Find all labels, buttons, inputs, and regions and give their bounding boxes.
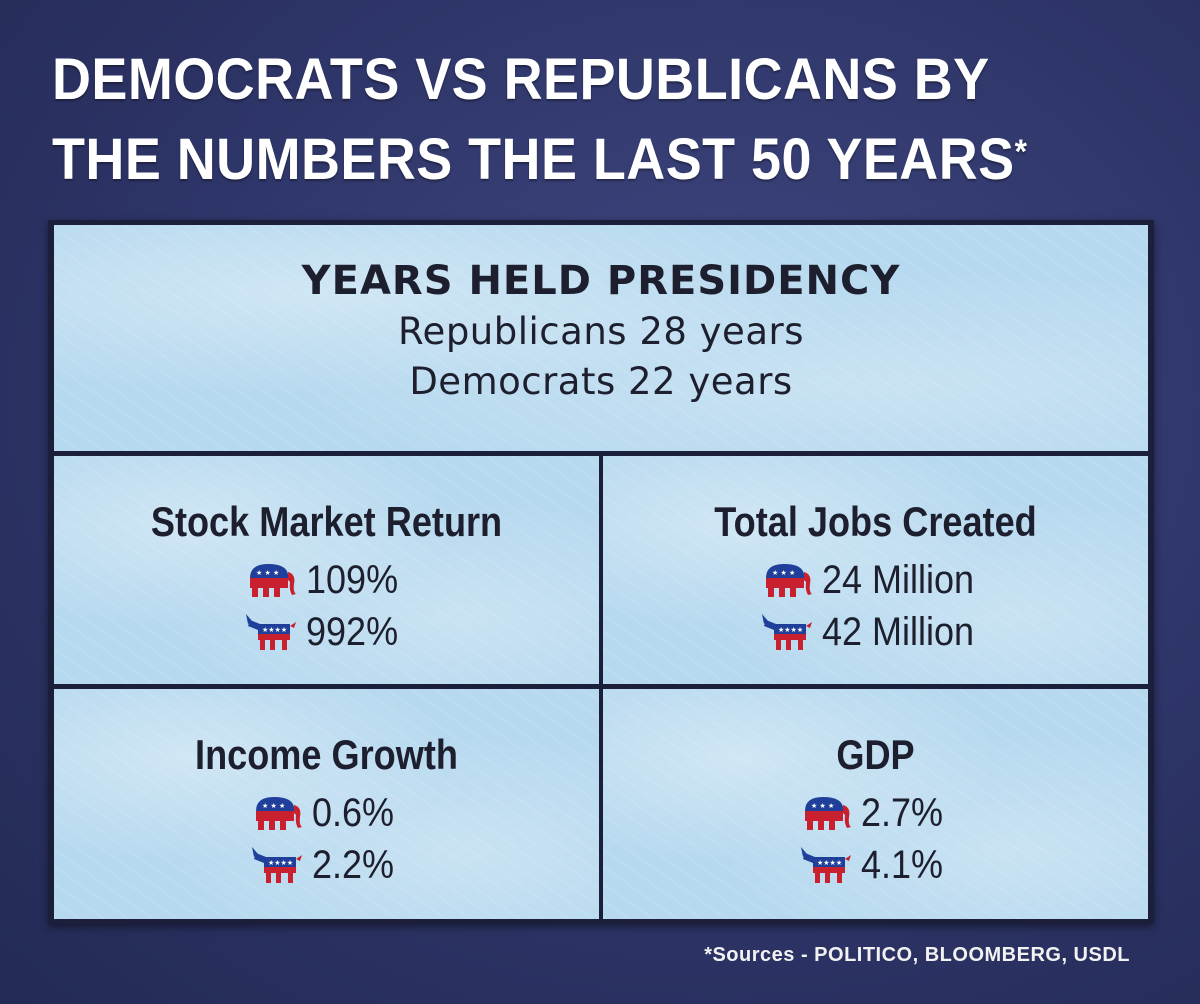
income-democrat-row: 2.2% xyxy=(250,839,403,891)
presidency-democrats: Democrats 22 years xyxy=(409,360,793,403)
headline-line-2: THE NUMBERS THE LAST 50 YEARS* xyxy=(52,120,1084,200)
jobs-panel: Total Jobs Created 24 Million 42 Million xyxy=(603,456,1148,684)
stock-market-republican-value: 109% xyxy=(306,557,399,602)
stats-grid: YEARS HELD PRESIDENCY Republicans 28 yea… xyxy=(48,220,1154,924)
gop-elephant-icon xyxy=(250,793,304,833)
presidency-title: YEARS HELD PRESIDENCY xyxy=(301,258,901,304)
stock-market-democrat-value: 992% xyxy=(306,609,399,654)
gop-elephant-icon xyxy=(760,560,814,600)
stock-market-title: Stock Market Return xyxy=(150,498,503,545)
presidency-republicans: Republicans 28 years xyxy=(398,310,804,353)
gdp-panel: GDP 2.7% 4.1% xyxy=(603,689,1148,919)
gop-elephant-icon xyxy=(799,793,853,833)
gdp-republican-value: 2.7% xyxy=(860,790,943,835)
gdp-republican-row: 2.7% xyxy=(799,787,952,839)
presidency-panel: YEARS HELD PRESIDENCY Republicans 28 yea… xyxy=(54,225,1148,451)
gdp-democrat-row: 4.1% xyxy=(799,839,952,891)
stock-market-republican-row: 109% xyxy=(244,554,408,606)
income-democrat-value: 2.2% xyxy=(311,842,394,887)
headline-line-2-text: THE NUMBERS THE LAST 50 YEARS xyxy=(52,127,1015,192)
stock-market-democrat-row: 992% xyxy=(244,606,408,658)
sources-footnote: *Sources - POLITICO, BLOOMBERG, USDL xyxy=(704,944,1130,966)
jobs-republican-row: 24 Million xyxy=(760,554,991,606)
income-title: Income Growth xyxy=(195,731,458,778)
democratic-donkey-icon xyxy=(244,612,298,652)
income-republican-value: 0.6% xyxy=(311,790,394,835)
democratic-donkey-icon xyxy=(760,612,814,652)
headline-line-1: DEMOCRATS VS REPUBLICANS BY xyxy=(52,47,990,112)
income-republican-row: 0.6% xyxy=(250,787,403,839)
income-panel: Income Growth 0.6% 2.2% xyxy=(54,689,599,919)
jobs-democrat-row: 42 Million xyxy=(760,606,991,658)
democratic-donkey-icon xyxy=(250,845,304,885)
gop-elephant-icon xyxy=(244,560,298,600)
stock-market-panel: Stock Market Return 109% 992% xyxy=(54,456,599,684)
headline: DEMOCRATS VS REPUBLICANS BY THE NUMBERS … xyxy=(52,40,1084,200)
jobs-republican-value: 24 Million xyxy=(822,557,975,602)
jobs-title: Total Jobs Created xyxy=(714,498,1037,545)
democratic-donkey-icon xyxy=(799,845,853,885)
headline-asterisk: * xyxy=(1014,133,1028,171)
jobs-democrat-value: 42 Million xyxy=(822,609,975,654)
gdp-democrat-value: 4.1% xyxy=(860,842,943,887)
gdp-title: GDP xyxy=(836,731,915,778)
